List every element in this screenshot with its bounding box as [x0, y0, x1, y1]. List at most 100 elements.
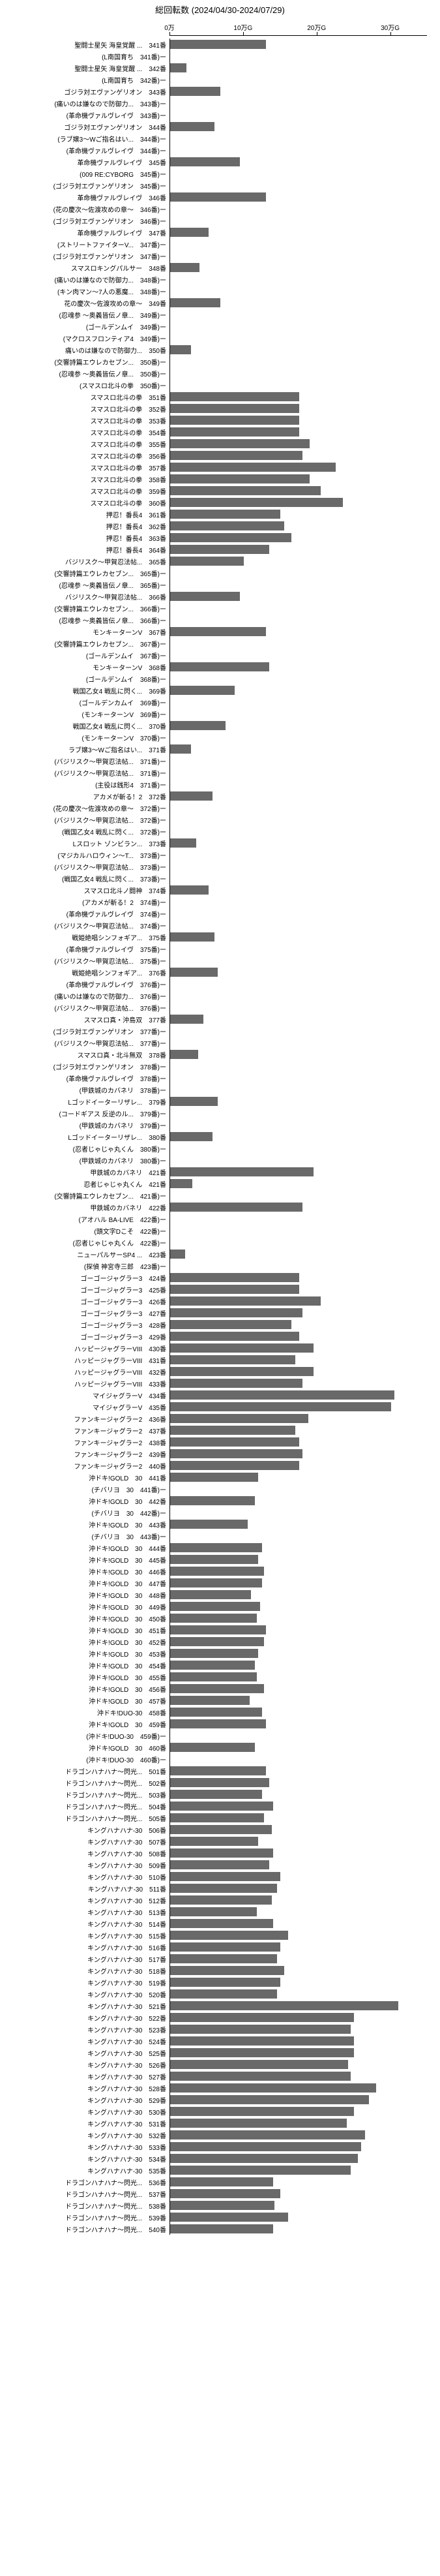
- bar-cell: [169, 1988, 440, 2000]
- bar-cell: [169, 2164, 440, 2176]
- chart-row: 甲鉄城のカバネリ 421番: [0, 1166, 440, 1178]
- bar-cell: [169, 1154, 440, 1166]
- row-label: (バジリスク～甲賀忍法帖... 371番)ー: [0, 756, 169, 766]
- row-label: Lゴッドイーターリザレ... 380番: [0, 1132, 169, 1142]
- chart-row: 沖ドキ!GOLD 30 441番: [0, 1471, 440, 1483]
- chart-row: 革命機ヴァルヴレイヴ 347番: [0, 226, 440, 238]
- row-label: (マジカルハロウィン～T... 373番)ー: [0, 850, 169, 860]
- row-label: キングハナハナ-30 530番: [0, 2107, 169, 2117]
- chart-row: キングハナハナ-30 507番: [0, 1835, 440, 1847]
- bar-cell: [169, 684, 440, 696]
- bar-cell: [169, 590, 440, 602]
- row-label: (L南国育ち 341番)ー: [0, 52, 169, 61]
- row-label: Lゴッドイーターリザレ... 379番: [0, 1097, 169, 1107]
- bar: [170, 2119, 347, 2128]
- chart-row: ファンキージャグラー2 439番: [0, 1448, 440, 1460]
- bar: [170, 1167, 314, 1176]
- bar: [170, 662, 269, 671]
- bar-cell: [169, 2000, 440, 2012]
- chart-row: 戦国乙女4 戦乱に閃く... 369番: [0, 684, 440, 696]
- row-label: (交響詩篇エウレカセブン... 367番)ー: [0, 639, 169, 649]
- bar-cell: [169, 1236, 440, 1248]
- chart-row: (バジリスク～甲賀忍法帖... 377番)ー: [0, 1037, 440, 1049]
- row-label: キングハナハナ-30 513番: [0, 1907, 169, 1917]
- row-label: (忍魂参 ～奥義皆伝ノ章... 365番)ー: [0, 580, 169, 590]
- bar: [170, 2060, 348, 2069]
- chart-row: (革命機ヴァルヴレイヴ 344番)ー: [0, 144, 440, 156]
- chart-row: (戦国乙女4 戦乱に閃く... 372番)ー: [0, 825, 440, 837]
- bar: [170, 228, 209, 237]
- row-label: キングハナハナ-30 527番: [0, 2072, 169, 2081]
- chart-row: ハッピージャグラーVIII 430番: [0, 1342, 440, 1354]
- bar-cell: [169, 1683, 440, 1694]
- bar-cell: [169, 250, 440, 262]
- bar-cell: [169, 97, 440, 109]
- row-label: 沖ドキ!GOLD 30 450番: [0, 1614, 169, 1623]
- bar-cell: [169, 555, 440, 567]
- bar: [170, 1837, 258, 1846]
- chart-row: スマスロ真・沖島双 377番: [0, 1013, 440, 1025]
- chart-row: (交響詩篇エウレカセブン... 350番)ー: [0, 356, 440, 367]
- row-label: ゴーゴージャグラー3 426番: [0, 1296, 169, 1306]
- row-label: 沖ドキ!GOLD 30 452番: [0, 1637, 169, 1647]
- row-label: 沖ドキ!GOLD 30 444番: [0, 1543, 169, 1553]
- row-label: 沖ドキ!GOLD 30 460番: [0, 1743, 169, 1753]
- row-label: 甲鉄城のカバネリ 422番: [0, 1203, 169, 1212]
- chart-row: (モンキーターンV 369番)ー: [0, 708, 440, 720]
- bar-cell: [169, 109, 440, 121]
- row-label: キングハナハナ-30 535番: [0, 2166, 169, 2175]
- bar: [170, 686, 235, 695]
- row-label: 沖ドキ!DUO-30 458番: [0, 1708, 169, 1717]
- bar-cell: [169, 1330, 440, 1342]
- bar-cell: [169, 1671, 440, 1683]
- bar: [170, 592, 240, 601]
- bar: [170, 87, 220, 96]
- chart-row: ファンキージャグラー2 438番: [0, 1436, 440, 1448]
- bar-chart: 総回転数 (2024/04/30-2024/07/29) 0万10万G20万G3…: [0, 0, 440, 2235]
- bar: [170, 2072, 351, 2081]
- bar: [170, 1907, 257, 1916]
- chart-row: スマスロ北斗の拳 355番: [0, 438, 440, 450]
- row-label: ゴーゴージャグラー3 425番: [0, 1285, 169, 1295]
- bar-cell: [169, 2129, 440, 2141]
- bar-cell: [169, 1448, 440, 1460]
- chart-row: (革命機ヴァルヴレイヴ 374番)ー: [0, 908, 440, 919]
- bar: [170, 1708, 262, 1717]
- bar: [170, 1825, 272, 1834]
- bar-cell: [169, 649, 440, 661]
- row-label: キングハナハナ-30 507番: [0, 1837, 169, 1847]
- bar: [170, 2213, 288, 2222]
- row-label: (交響詩篇エウレカセブン... 365番)ー: [0, 568, 169, 578]
- bar-cell: [169, 2211, 440, 2223]
- chart-row: スマスロ真・北斗無双 378番: [0, 1049, 440, 1060]
- chart-row: キングハナハナ-30 514番: [0, 1918, 440, 1929]
- bar-cell: [169, 602, 440, 614]
- row-label: (戦国乙女4 戦乱に閃く... 373番)ー: [0, 874, 169, 883]
- chart-row: 沖ドキ!GOLD 30 450番: [0, 1612, 440, 1624]
- chart-row: (痛いのは嫌なので防御力... 348番)ー: [0, 273, 440, 285]
- bar-cell: [169, 1495, 440, 1507]
- chart-row: 沖ドキ!GOLD 30 451番: [0, 1624, 440, 1636]
- chart-row: (L南国育ち 341番)ー: [0, 50, 440, 62]
- row-label: (痛いのは嫌なので防御力... 343番)ー: [0, 99, 169, 108]
- bar: [170, 1895, 272, 1905]
- row-label: (チバリヨ 30 443番)ー: [0, 1531, 169, 1541]
- bar: [170, 1520, 248, 1529]
- bar: [170, 1343, 314, 1353]
- row-label: (マクロスフロンティア4 349番)ー: [0, 333, 169, 343]
- bar: [170, 627, 266, 636]
- row-label: ドラゴンハナハナ～閃光... 503番: [0, 1790, 169, 1800]
- bar-cell: [169, 1037, 440, 1049]
- chart-row: (バジリスク～甲賀忍法帖... 372番)ー: [0, 814, 440, 825]
- axis-tick: [169, 32, 170, 35]
- bar-cell: [169, 1589, 440, 1601]
- bar-cell: [169, 908, 440, 919]
- bar: [170, 1402, 391, 1411]
- bar: [170, 2001, 398, 2010]
- row-label: (バジリスク～甲賀忍法帖... 371番)ー: [0, 768, 169, 778]
- row-label: ドラゴンハナハナ～閃光... 536番: [0, 2177, 169, 2187]
- bar-cell: [169, 720, 440, 731]
- bar: [170, 498, 343, 507]
- chart-row: バジリスク～甲賀忍法帖... 365番: [0, 555, 440, 567]
- chart-row: (甲鉄城のカバネリ 379番)ー: [0, 1119, 440, 1131]
